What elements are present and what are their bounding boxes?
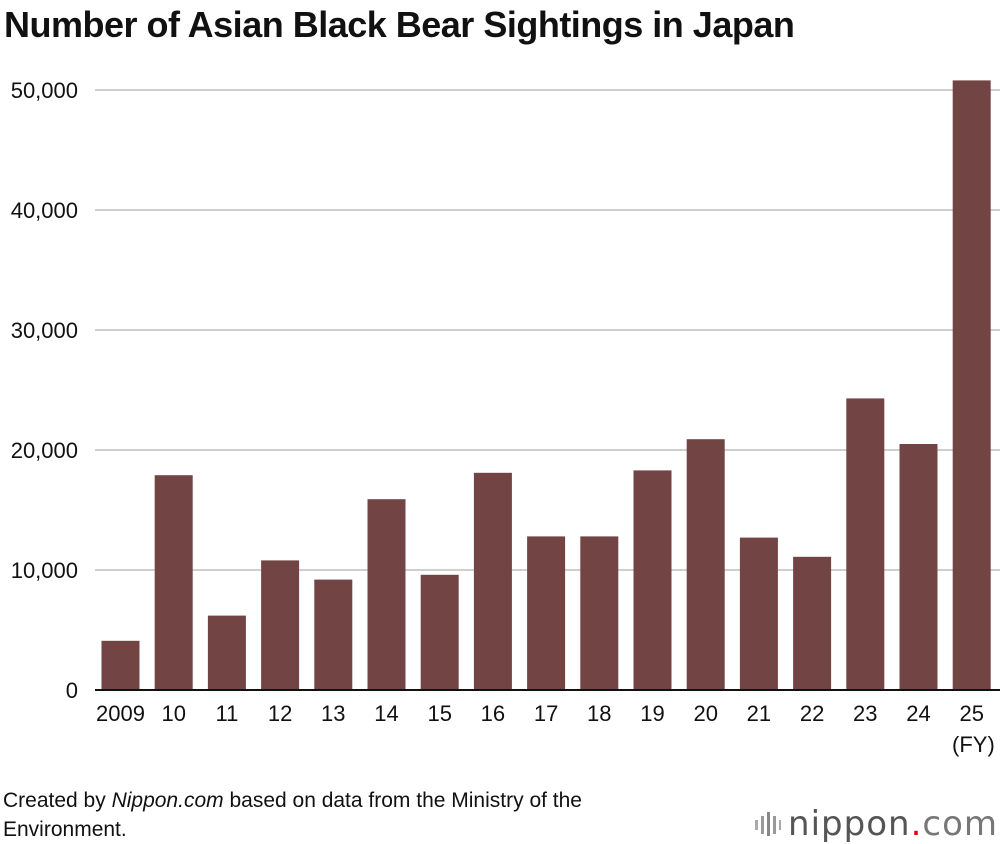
credit-prefix: Created by [3, 789, 112, 812]
source-credit: Created by Nippon.com based on data from… [3, 786, 683, 844]
bar [367, 499, 406, 690]
bar [207, 615, 246, 690]
x-tick-label: 23 [853, 701, 877, 726]
credit-suffix: based on data from the Ministry of the E… [3, 789, 582, 841]
x-tick-label: 25 [959, 701, 983, 726]
bar [793, 556, 832, 690]
bar [846, 398, 885, 690]
x-tick-label: 11 [215, 701, 238, 726]
bar [101, 640, 140, 690]
x-tick-label: 24 [906, 701, 930, 726]
bar [899, 444, 938, 690]
logo-tld: com [922, 804, 998, 844]
x-tick-label: 13 [321, 701, 345, 726]
x-tick-label: 12 [268, 701, 292, 726]
bar [739, 537, 778, 690]
credit-site: Nippon.com [111, 789, 224, 812]
chart-title: Number of Asian Black Bear Sightings in … [4, 4, 795, 45]
x-tick-label: 2009 [96, 701, 145, 726]
x-tick-label: 16 [481, 701, 505, 726]
y-tick-label: 0 [66, 678, 78, 703]
x-tick-label: 10 [161, 701, 185, 726]
y-tick-label: 30,000 [11, 318, 78, 343]
y-tick-label: 20,000 [11, 438, 78, 463]
y-tick-label: 50,000 [11, 78, 78, 103]
x-tick-label: 14 [374, 701, 398, 726]
bar [580, 536, 619, 690]
bar [952, 80, 991, 690]
y-tick-label: 40,000 [11, 198, 78, 223]
bar [473, 472, 512, 690]
x-tick-label: 21 [747, 701, 771, 726]
x-tick-label: 20 [693, 701, 717, 726]
bar [314, 579, 353, 690]
bar [420, 574, 459, 690]
logo-dot: . [910, 804, 923, 844]
logo-bars-icon [755, 812, 782, 836]
bar [633, 470, 672, 690]
x-tick-label: 18 [587, 701, 611, 726]
x-tick-label: 17 [534, 701, 558, 726]
y-tick-label: 10,000 [11, 558, 78, 583]
x-tick-label: 15 [427, 701, 451, 726]
logo-name: nippon [788, 804, 911, 844]
x-tick-label: 19 [640, 701, 664, 726]
x-tick-label: 22 [800, 701, 824, 726]
x-axis-unit-label: (FY) [952, 732, 995, 757]
nippon-logo: nippon.com [754, 804, 998, 844]
bar [154, 475, 193, 690]
bar [261, 560, 300, 690]
bar [527, 536, 566, 690]
bar [686, 439, 725, 690]
